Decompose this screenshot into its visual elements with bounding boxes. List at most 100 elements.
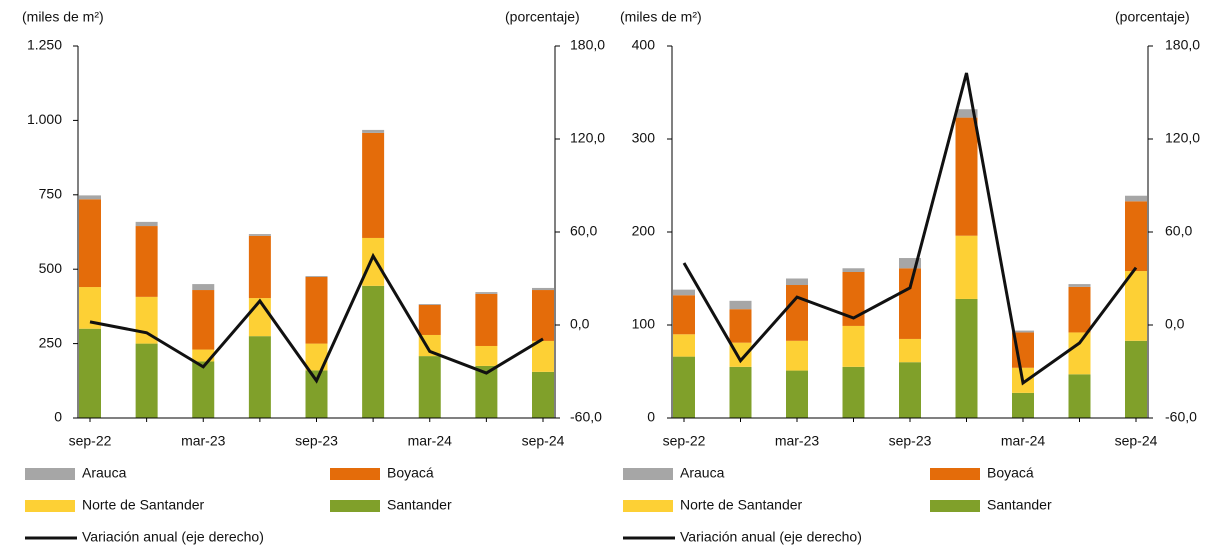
y2-tick-label: 180,0: [1165, 37, 1200, 53]
y-tick-label: 100: [632, 316, 656, 332]
bar: [1125, 340, 1147, 418]
y2-tick-label: 0,0: [570, 316, 590, 332]
bar: [362, 132, 385, 238]
x-tick-label: mar-24: [408, 433, 453, 449]
bar: [305, 343, 328, 371]
y2-tick-label: 0,0: [1165, 316, 1185, 332]
bar: [955, 235, 978, 299]
bar: [248, 234, 271, 236]
y-tick-label: 300: [632, 130, 656, 146]
y-tick-label: 0: [54, 409, 62, 425]
x-tick-label: sep-24: [1115, 433, 1158, 449]
bar: [475, 293, 498, 346]
legend-swatch: [623, 468, 673, 480]
bar: [475, 345, 498, 366]
bar: [955, 109, 978, 118]
bar: [79, 199, 101, 288]
legend-swatch: [623, 500, 673, 512]
legend-label: Boyacá: [987, 465, 1034, 481]
bar: [673, 289, 695, 296]
bar: [1068, 374, 1091, 418]
bar: [1068, 284, 1091, 287]
bar: [532, 371, 554, 418]
bar: [305, 276, 328, 344]
bar: [673, 334, 695, 357]
bar: [955, 117, 978, 236]
y-tick-label: 1.000: [27, 111, 62, 127]
bar: [1012, 330, 1034, 333]
x-tick-label: sep-24: [522, 433, 565, 449]
bar: [248, 235, 271, 299]
y-tick-label: 400: [632, 37, 656, 53]
bar: [248, 298, 271, 337]
bar: [842, 325, 865, 367]
x-tick-label: sep-22: [663, 433, 706, 449]
x-tick-label: mar-23: [775, 433, 820, 449]
bar: [135, 221, 158, 227]
bar: [418, 356, 441, 418]
y-tick-label: 200: [632, 223, 656, 239]
bar: [899, 338, 921, 363]
y-axis-label: (miles de m²): [22, 9, 104, 25]
bar: [786, 278, 808, 286]
bar: [1012, 392, 1034, 418]
y-tick-label: 500: [39, 260, 63, 276]
y2-tick-label: -60,0: [1165, 409, 1197, 425]
y2-tick-label: 60,0: [570, 223, 597, 239]
y-tick-label: 1.250: [27, 37, 62, 53]
bar: [899, 268, 921, 339]
bar: [192, 284, 215, 291]
legend-label: Arauca: [680, 465, 725, 481]
bar: [532, 340, 554, 372]
legend-swatch: [25, 500, 75, 512]
legend-swatch: [930, 500, 980, 512]
bar: [362, 129, 385, 133]
bar: [135, 226, 158, 297]
bar: [899, 258, 921, 269]
legend-label: Variación anual (eje derecho): [680, 529, 862, 545]
y2-tick-label: 120,0: [570, 130, 605, 146]
bar: [362, 285, 385, 418]
bar: [79, 195, 101, 200]
bar: [786, 370, 808, 418]
legend-label: Variación anual (eje derecho): [82, 529, 264, 545]
x-tick-label: mar-23: [181, 433, 226, 449]
bar: [248, 336, 271, 418]
bar: [673, 356, 695, 418]
bar: [192, 290, 215, 350]
bar: [786, 340, 808, 371]
x-tick-label: mar-24: [1001, 433, 1046, 449]
legend-label: Santander: [387, 497, 452, 513]
legend-label: Norte de Santander: [680, 497, 803, 513]
bar: [1125, 195, 1147, 202]
x-tick-label: sep-22: [69, 433, 112, 449]
bar: [842, 271, 865, 326]
y2-tick-label: -60,0: [570, 409, 602, 425]
y2-tick-label: 180,0: [570, 37, 605, 53]
legend-label: Boyacá: [387, 465, 434, 481]
legend-label: Norte de Santander: [82, 497, 205, 513]
y2-axis-label: (porcentaje): [505, 9, 580, 25]
line-series: [682, 72, 1138, 386]
bar: [729, 300, 752, 310]
bar: [786, 285, 808, 341]
bar: [532, 290, 554, 341]
bar: [475, 292, 498, 294]
bar: [729, 309, 752, 343]
legend-swatch: [930, 468, 980, 480]
bar: [1125, 271, 1147, 341]
bar: [532, 287, 554, 291]
bar: [135, 343, 158, 418]
legend-label: Arauca: [82, 465, 127, 481]
bar: [418, 304, 441, 305]
bar: [1068, 332, 1091, 375]
y-tick-label: 0: [647, 409, 655, 425]
legend-swatch: [330, 500, 380, 512]
bar: [842, 268, 865, 272]
y2-tick-label: 60,0: [1165, 223, 1192, 239]
legend-swatch: [25, 468, 75, 480]
x-tick-label: sep-23: [889, 433, 932, 449]
bar: [79, 287, 101, 329]
bar: [79, 328, 101, 418]
